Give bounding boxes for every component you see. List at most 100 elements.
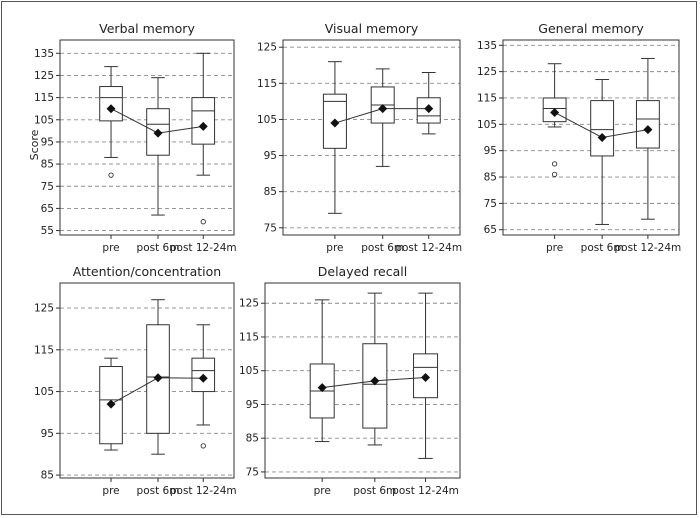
y-tick-label: 85	[246, 433, 259, 445]
y-tick-label: 95	[41, 428, 54, 440]
plot-frame	[59, 282, 235, 479]
plot-frame	[264, 282, 461, 479]
mean-marker	[424, 104, 434, 114]
box-iqr	[635, 100, 660, 149]
box-iqr	[590, 100, 615, 157]
y-axis-label: Score	[28, 129, 41, 160]
x-tick-label: post 6m	[137, 242, 180, 254]
plot-frame	[59, 39, 235, 236]
outlier-point	[200, 443, 206, 449]
y-tick-label: 115	[477, 92, 497, 104]
mean-marker	[370, 376, 380, 386]
x-tick-label: pre	[314, 485, 331, 497]
plot-frame	[502, 39, 680, 236]
y-tick-label: 125	[257, 42, 277, 54]
box-2	[146, 77, 170, 216]
y-tick-label: 65	[484, 224, 497, 236]
box-1	[309, 299, 335, 443]
panel-title: General memory	[538, 21, 644, 36]
chart-panel-3: General memory 65 75 85 95 105 115 125 135 pre pos…	[477, 21, 681, 254]
mean-marker	[643, 125, 653, 135]
chart-panel-1: Verbal memory 55 65 75 85 95 105 115 125 135 pre po…	[34, 21, 237, 254]
y-tick-label: 125	[239, 298, 259, 310]
box-2	[590, 79, 615, 225]
y-tick-label: 75	[246, 466, 259, 478]
y-tick-label: 115	[34, 344, 54, 356]
box-3	[191, 52, 216, 225]
y-tick-label: 85	[41, 470, 54, 482]
y-tick-label: 85	[41, 159, 54, 171]
mean-marker	[378, 104, 388, 114]
y-tick-label: 125	[34, 303, 54, 315]
x-tick-label: post 6m	[353, 485, 396, 497]
y-tick-label: 95	[264, 150, 277, 162]
y-tick-label: 75	[41, 181, 54, 193]
panel-title: Attention/concentration	[73, 264, 221, 279]
x-tick-label: post 6m	[361, 242, 404, 254]
mean-marker	[317, 383, 327, 393]
mean-marker	[106, 104, 116, 114]
box-iqr	[191, 97, 216, 145]
y-tick-label: 125	[34, 70, 54, 82]
mean-marker	[153, 373, 163, 383]
mean-marker	[597, 133, 607, 142]
box-1	[322, 61, 347, 214]
y-tick-label: 105	[34, 386, 54, 398]
x-tick-label: post 12-24m	[170, 485, 237, 497]
x-tick-label: post 12-24m	[392, 485, 459, 497]
box-iqr	[99, 86, 123, 122]
plot-frame	[282, 39, 461, 236]
y-tick-label: 125	[477, 66, 497, 78]
y-tick-label: 55	[41, 225, 54, 237]
y-tick-label: 105	[477, 119, 497, 131]
mean-marker	[198, 373, 208, 383]
outlier-point	[108, 172, 114, 178]
mean-marker	[550, 107, 560, 117]
x-tick-label: post 12-24m	[395, 242, 462, 254]
mean-marker	[330, 118, 340, 128]
x-tick-label: post 12-24m	[615, 242, 682, 254]
y-tick-label: 95	[41, 136, 54, 148]
panel-title: Verbal memory	[99, 21, 195, 36]
x-tick-label: pre	[102, 242, 119, 254]
box-3	[191, 324, 216, 449]
chart-panel-5: Delayed recall 75 85 95 105 115 125 pre post 6mp…	[239, 264, 461, 497]
chart-panel-2: Visual memory 75 85 95 105 115 125 pre post 6mpo…	[257, 21, 462, 254]
y-tick-label: 135	[477, 40, 497, 52]
box-1	[542, 63, 567, 178]
mean-marker	[153, 128, 163, 138]
y-tick-label: 95	[484, 145, 497, 157]
x-tick-label: post 6m	[137, 485, 180, 497]
mean-marker	[198, 121, 208, 131]
y-tick-label: 95	[246, 399, 259, 411]
panel-title: Visual memory	[325, 21, 419, 36]
x-tick-label: pre	[326, 242, 343, 254]
x-tick-label: pre	[102, 485, 119, 497]
mean-marker	[106, 399, 116, 409]
box-1	[99, 66, 123, 178]
outlier-point	[551, 171, 558, 178]
panel-title: Delayed recall	[318, 264, 407, 279]
y-tick-label: 115	[257, 78, 277, 90]
box-2	[362, 292, 388, 446]
x-tick-label: post 6m	[581, 242, 624, 254]
y-tick-label: 105	[257, 114, 277, 126]
y-tick-label: 115	[34, 92, 54, 104]
x-tick-label: post 12-24m	[170, 242, 237, 254]
y-tick-label: 85	[264, 186, 277, 198]
box-3	[416, 72, 441, 135]
y-tick-label: 105	[34, 114, 54, 126]
y-tick-label: 135	[34, 48, 54, 60]
y-tick-label: 105	[239, 365, 259, 377]
box-3	[635, 57, 660, 220]
y-tick-label: 115	[239, 331, 259, 343]
outlier-point	[551, 161, 558, 167]
mean-marker	[421, 372, 431, 382]
box-iqr	[362, 343, 388, 429]
y-tick-label: 75	[264, 222, 277, 234]
x-tick-label: pre	[546, 242, 563, 254]
y-tick-label: 65	[41, 203, 54, 215]
chart-panel-4: Attention/concentration 85 95 105 115 125 pre p…	[34, 264, 237, 497]
